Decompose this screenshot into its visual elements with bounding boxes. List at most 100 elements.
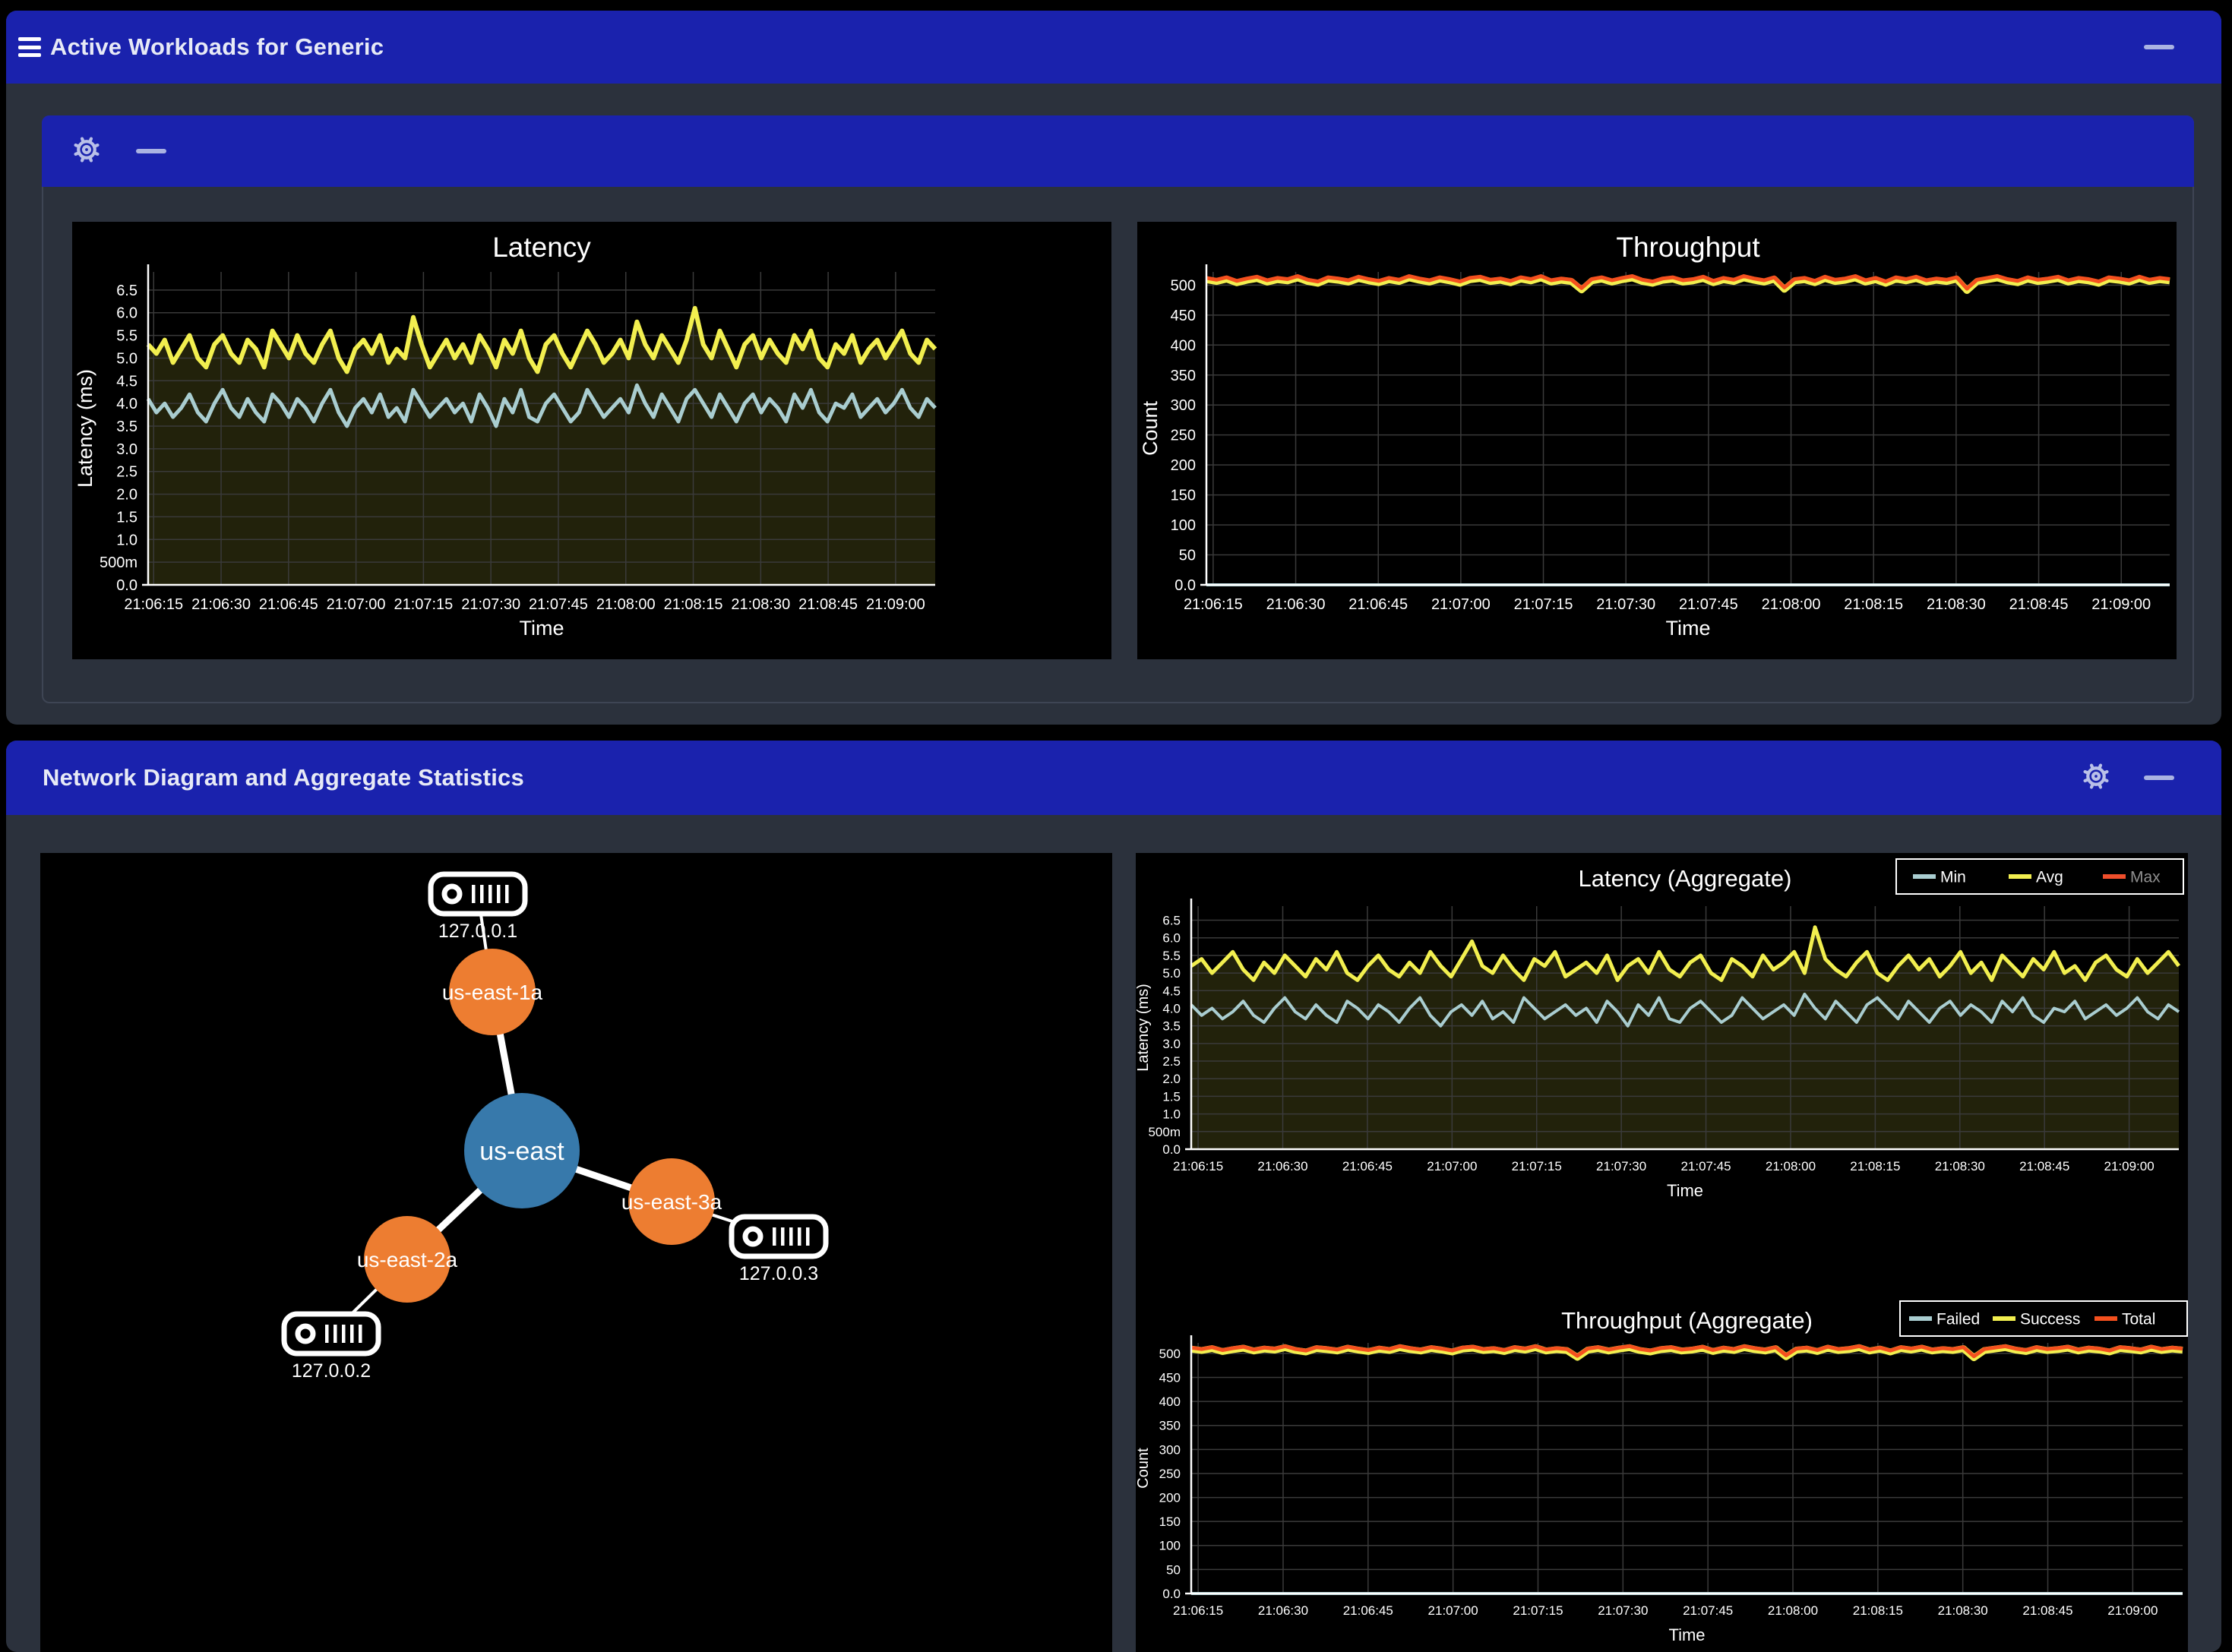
series-min [146,383,937,428]
svg-text:21:07:30: 21:07:30 [1598,1603,1648,1618]
svg-text:0.0: 0.0 [1174,577,1196,594]
legend: Failed Success Total [1899,1300,2188,1337]
series-fills [1191,927,2179,1149]
svg-text:500m: 500m [100,554,138,571]
axis-labels: Latency (Aggregate) 0.0 500m 1.0 1.5 2.0 2.5 3.… [1136,865,2155,1200]
svg-text:6.5: 6.5 [116,283,138,299]
workloads-panel: Active Workloads for Generic Latency 0.0 5… [6,11,2221,725]
gear-icon[interactable] [71,134,103,169]
svg-text:100: 100 [1171,517,1196,534]
minus-icon[interactable] [136,149,166,153]
svg-text:5.5: 5.5 [116,328,138,345]
axis-labels: Latency 0.0 500m 1.0 1.5 2.0 2.5 3.0 3.5 4.0 4.5 5.… [74,232,925,640]
diagram-node-us-east-1a[interactable] [449,949,536,1035]
host-ip-label: 127.0.0.1 [438,921,517,942]
server-icon[interactable] [729,1214,829,1259]
chart-title: Throughput [1616,232,1760,263]
latency-svg[interactable]: Latency 0.0 500m 1.0 1.5 2.0 2.5 3.0 3.5 4.0 4.5 5.… [72,222,1111,659]
svg-text:21:08:30: 21:08:30 [731,596,790,613]
collapse-icon[interactable] [2144,775,2174,780]
svg-text:21:07:30: 21:07:30 [461,596,520,613]
diagram-node-us-east-3a[interactable] [628,1158,715,1245]
svg-text:100: 100 [1159,1539,1181,1553]
svg-text:21:07:00: 21:07:00 [327,596,386,613]
collapse-icon[interactable] [2144,45,2174,49]
node-label: us-east [479,1137,564,1166]
latency-aggregate-svg[interactable]: Latency (Aggregate) 0.0 500m 1.0 1.5 2.0 2.5 3.… [1136,853,2188,1278]
svg-text:21:06:45: 21:06:45 [1342,1159,1393,1173]
throughput-aggregate-svg[interactable]: Throughput (Aggregate) 0.0 50 100 150 200 250 3… [1136,1300,2188,1652]
svg-text:21:08:00: 21:08:00 [1768,1603,1818,1618]
svg-text:21:06:15: 21:06:15 [1184,596,1243,613]
network-diagram-svg[interactable]: 127.0.0.1 127.0.0.3 127.0.0.2 us-east-1a us-… [40,853,1112,1652]
gridlines [1206,272,2170,586]
svg-text:21:06:30: 21:06:30 [1257,1159,1307,1173]
gridlines [1191,906,2179,1150]
x-axis-title: Time [520,617,564,640]
svg-text:450: 450 [1171,308,1196,324]
host-ip-label: 127.0.0.3 [739,1263,818,1284]
svg-text:1.5: 1.5 [1162,1089,1181,1104]
network-stats-panel-header: Network Diagram and Aggregate Statistics [6,741,2221,815]
workload-card-toolbar [42,115,2194,187]
svg-text:300: 300 [1171,397,1196,414]
series-avg [1190,925,2181,982]
svg-text:21:06:45: 21:06:45 [1348,596,1408,613]
diagram-node-us-east[interactable] [464,1093,580,1208]
panel-title: Active Workloads for Generic [50,33,384,60]
svg-text:21:07:45: 21:07:45 [1679,596,1738,613]
series-lines [146,305,937,428]
chart-title: Latency [492,232,591,263]
gear-icon[interactable] [2080,760,2112,796]
svg-text:21:07:15: 21:07:15 [1514,596,1573,613]
series-lines [1190,1344,2183,1595]
svg-text:21:09:00: 21:09:00 [2091,596,2151,613]
svg-text:250: 250 [1171,428,1196,444]
svg-text:21:07:30: 21:07:30 [1596,1159,1646,1173]
y-axis-title: Latency (ms) [1136,984,1152,1072]
svg-text:6.5: 6.5 [1162,914,1181,928]
svg-text:21:08:30: 21:08:30 [1935,1159,1985,1173]
svg-text:21:06:45: 21:06:45 [1343,1603,1393,1618]
axes [142,264,935,586]
aggregate-charts: Latency (Aggregate) 0.0 500m 1.0 1.5 2.0 2.5 3.… [1136,853,2188,1652]
svg-text:2.5: 2.5 [1162,1054,1181,1069]
svg-text:5.0: 5.0 [116,350,138,367]
server-icon[interactable] [428,871,528,917]
diagram-node-us-east-2a[interactable] [364,1216,451,1303]
svg-text:500: 500 [1159,1347,1181,1361]
y-axis-title: Count [1136,1448,1152,1489]
throughput-chart[interactable]: Throughput 0.0 50 100 150 200 250 300 350 400 450 5… [1137,222,2177,659]
series-min [1190,992,2180,1028]
svg-text:5.0: 5.0 [1162,966,1181,981]
svg-text:1.0: 1.0 [1162,1107,1181,1122]
server-icon[interactable] [281,1311,381,1357]
svg-text:21:08:30: 21:08:30 [1938,1603,1988,1618]
svg-text:3.5: 3.5 [1162,1019,1181,1034]
svg-text:21:09:00: 21:09:00 [2107,1603,2158,1618]
gridlines [1191,1343,2183,1594]
svg-text:21:07:15: 21:07:15 [394,596,453,613]
panel-title: Network Diagram and Aggregate Statistics [43,764,524,791]
svg-text:350: 350 [1171,368,1196,384]
legend-label-success: Success [2020,1311,2080,1328]
svg-text:500m: 500m [1148,1125,1181,1139]
svg-text:50: 50 [1179,548,1196,564]
svg-text:21:08:30: 21:08:30 [1927,596,1986,613]
svg-text:1.5: 1.5 [116,509,138,526]
svg-text:21:09:00: 21:09:00 [2104,1159,2155,1173]
svg-text:6.0: 6.0 [1162,931,1181,946]
latency-chart[interactable]: Latency 0.0 500m 1.0 1.5 2.0 2.5 3.0 3.5 4.0 4.5 5.… [72,222,1111,659]
workload-card [42,115,2194,703]
svg-text:0.0: 0.0 [1162,1587,1181,1601]
svg-text:0.0: 0.0 [1162,1142,1181,1157]
svg-text:21:06:15: 21:06:15 [1173,1159,1223,1173]
svg-text:150: 150 [1159,1515,1181,1529]
svg-text:1.0: 1.0 [116,532,138,548]
menu-icon[interactable] [18,37,41,57]
node-label: us-east-3a [621,1190,722,1214]
svg-text:4.0: 4.0 [116,396,138,412]
network-diagram[interactable]: 127.0.0.1 127.0.0.3 127.0.0.2 us-east-1a us-… [40,853,1112,1652]
throughput-svg[interactable]: Throughput 0.0 50 100 150 200 250 300 350 400 450 5… [1137,222,2177,659]
svg-text:21:08:00: 21:08:00 [1766,1159,1816,1173]
